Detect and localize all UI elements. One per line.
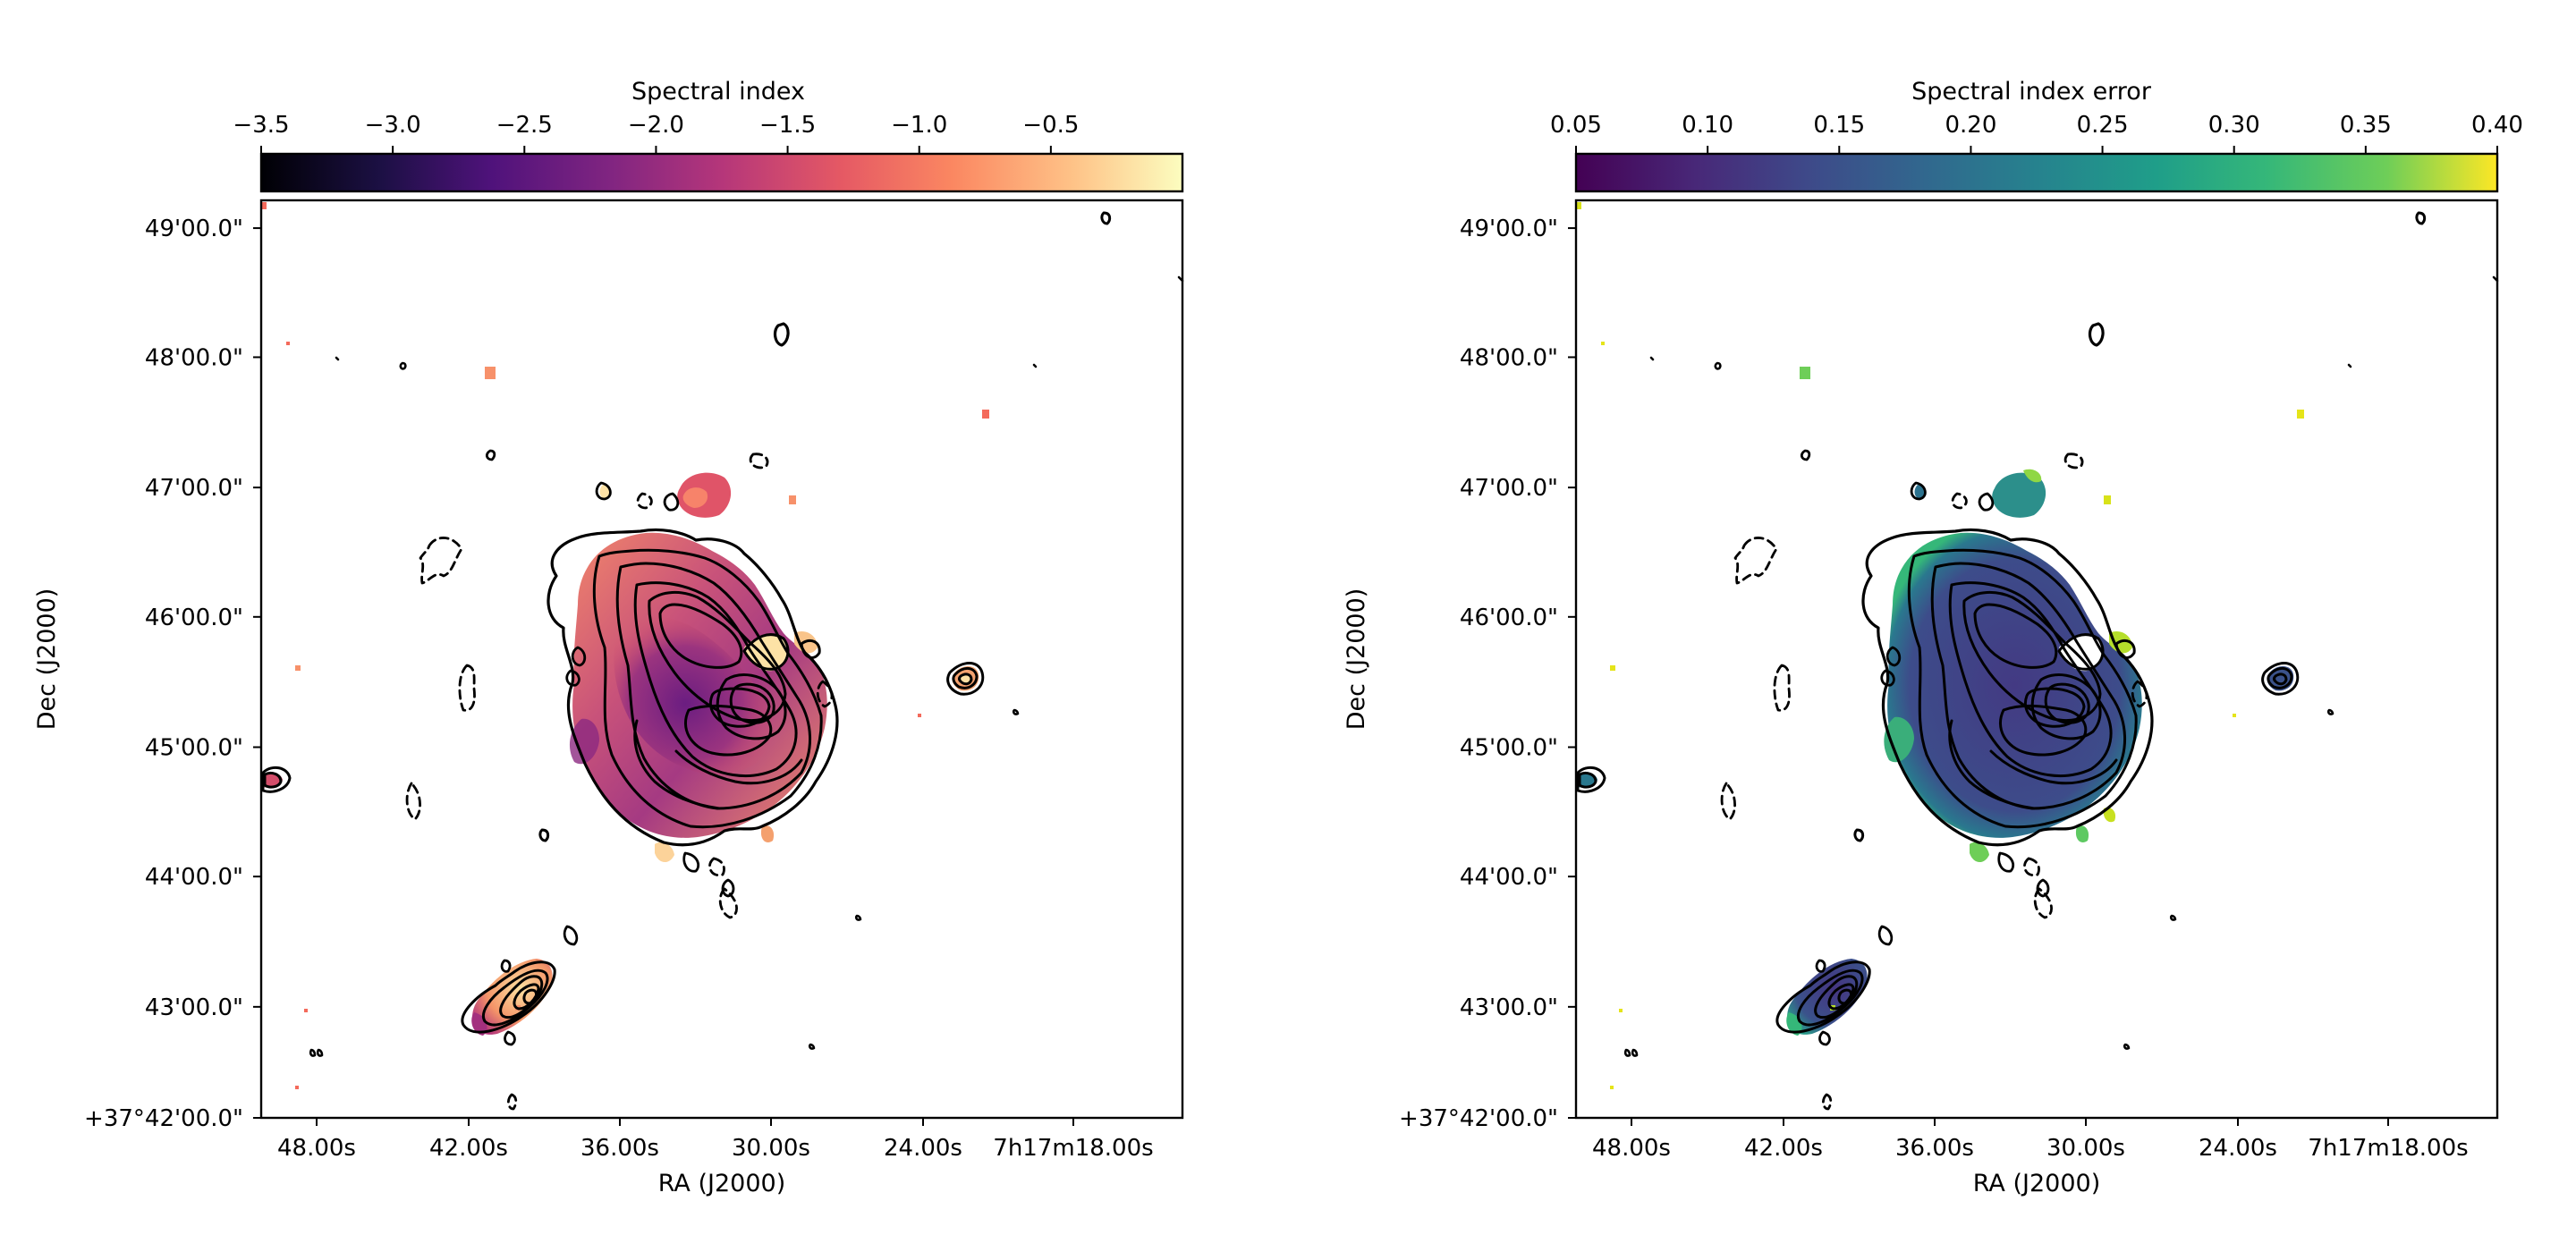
left-panel: Spectral index −3.5 −3.0 −2.5 −2.0 −1.5 −1.0−… — [33, 78, 1184, 1197]
colorbar-tick-label: −0.5 — [1022, 112, 1079, 139]
x-tick-label: 42.00s — [1744, 1135, 1823, 1162]
y-tick-label: +37°42'00.0" — [1399, 1105, 1558, 1132]
right-x-ticks: 48.00s 42.00s 36.00s 30.00s 24.00s 7h17m18.00… — [1592, 1118, 2469, 1162]
right-south-tail-fill-2 — [2075, 825, 2089, 843]
y-tick-label: 43'00.0" — [1460, 994, 1558, 1021]
y-tick-label: 46'00.0" — [1460, 605, 1558, 631]
left-south-tail-fill — [655, 842, 674, 863]
x-tick-label: 24.00s — [2199, 1135, 2277, 1162]
y-tick-label: 48'00.0" — [145, 344, 243, 371]
left-south-tail-fill-2 — [760, 825, 775, 843]
colorbar-tick-label: −3.0 — [365, 112, 421, 139]
left-colorbar-ticks: −3.5 −3.0 −2.5 −2.0 −1.5 −1.0 −0.5 — [233, 112, 1079, 154]
x-tick-label: 24.00s — [884, 1135, 962, 1162]
y-tick-label: +37°42'00.0" — [84, 1105, 243, 1132]
y-tick-label: 49'00.0" — [1460, 216, 1558, 242]
colorbar-tick-label: −3.5 — [233, 112, 289, 139]
colorbar-tick-label: 0.35 — [2340, 112, 2392, 139]
left-x-axis-title: RA (J2000) — [658, 1170, 785, 1197]
left-map-frame — [259, 199, 1184, 1120]
x-tick-label: 30.00s — [732, 1135, 810, 1162]
y-tick-label: 44'00.0" — [145, 864, 243, 891]
x-tick-label: 7h17m18.00s — [2308, 1135, 2468, 1162]
x-tick-label: 30.00s — [2046, 1135, 2125, 1162]
colorbar-tick-label: 0.40 — [2471, 112, 2523, 139]
x-tick-label: 48.00s — [277, 1135, 356, 1162]
x-tick-label: 36.00s — [1895, 1135, 1974, 1162]
left-colorbar-frame — [259, 152, 1184, 193]
x-tick-label: 36.00s — [580, 1135, 659, 1162]
right-panel: Spectral index error 0.05 0.10 0.15 0.20 0.2… — [1343, 78, 2523, 1197]
right-west-green-fill — [1884, 716, 1914, 763]
left-west-purple-fill — [569, 718, 599, 765]
y-tick-label: 44'00.0" — [1460, 864, 1558, 891]
right-north-lobe-rim — [2023, 469, 2042, 483]
right-x-axis-title: RA (J2000) — [1973, 1170, 2100, 1197]
colorbar-tick-label: 0.25 — [2077, 112, 2129, 139]
left-north-lobe-light — [682, 487, 708, 508]
left-east-source-core — [961, 673, 971, 684]
right-east-lime-fill — [2103, 807, 2116, 823]
left-y-axis-title: Dec (J2000) — [33, 588, 61, 731]
y-tick-label: 47'00.0" — [145, 475, 243, 502]
right-south-tail-fill — [1970, 842, 1989, 863]
left-x-ticks: 48.00s 42.00s 36.00s 30.00s 24.00s 7h17m18.00… — [277, 1118, 1154, 1162]
right-colorbar — [1576, 154, 2497, 191]
colorbar-tick-label: 0.05 — [1550, 112, 1602, 139]
right-map-frame — [1574, 199, 2499, 1120]
right-colorbar-ticks: 0.05 0.10 0.15 0.20 0.25 0.30 0.35 0.40 — [1550, 112, 2523, 154]
colorbar-tick-label: 0.15 — [1813, 112, 1865, 139]
x-tick-label: 7h17m18.00s — [993, 1135, 1153, 1162]
y-tick-label: 47'00.0" — [1460, 475, 1558, 502]
y-tick-label: 45'00.0" — [1460, 734, 1558, 761]
colorbar-tick-label: −2.0 — [628, 112, 684, 139]
colorbar-tick-label: 0.20 — [1945, 112, 1996, 139]
y-tick-label: 48'00.0" — [1460, 344, 1558, 371]
y-tick-label: 45'00.0" — [145, 734, 243, 761]
colorbar-tick-label: −2.5 — [496, 112, 553, 139]
right-y-ticks: 49'00.0" 48'00.0" 47'00.0" 46'00.0" 45'00.0"… — [1399, 216, 1576, 1132]
left-map — [261, 200, 1184, 1118]
right-colorbar-label: Spectral index error — [1911, 78, 2152, 106]
left-y-ticks: 49'00.0" 48'00.0" 47'00.0" 46'00.0" 45'00.0"… — [84, 216, 261, 1132]
colorbar-tick-label: −1.0 — [891, 112, 947, 139]
y-tick-label: 43'00.0" — [145, 994, 243, 1021]
colorbar-tick-label: 0.10 — [1682, 112, 1733, 139]
left-colorbar — [261, 154, 1182, 191]
colorbar-tick-label: 0.30 — [2208, 112, 2260, 139]
y-tick-label: 49'00.0" — [145, 216, 243, 242]
right-north-lobe-fill — [1992, 472, 2046, 518]
y-tick-label: 46'00.0" — [145, 605, 243, 631]
right-colorbar-frame — [1574, 152, 2499, 193]
x-tick-label: 48.00s — [1592, 1135, 1671, 1162]
x-tick-label: 42.00s — [429, 1135, 508, 1162]
left-core-fill — [614, 616, 773, 775]
right-y-axis-title: Dec (J2000) — [1343, 588, 1370, 731]
colorbar-tick-label: −1.5 — [759, 112, 816, 139]
left-colorbar-label: Spectral index — [631, 78, 805, 106]
right-map — [1576, 200, 2499, 1118]
